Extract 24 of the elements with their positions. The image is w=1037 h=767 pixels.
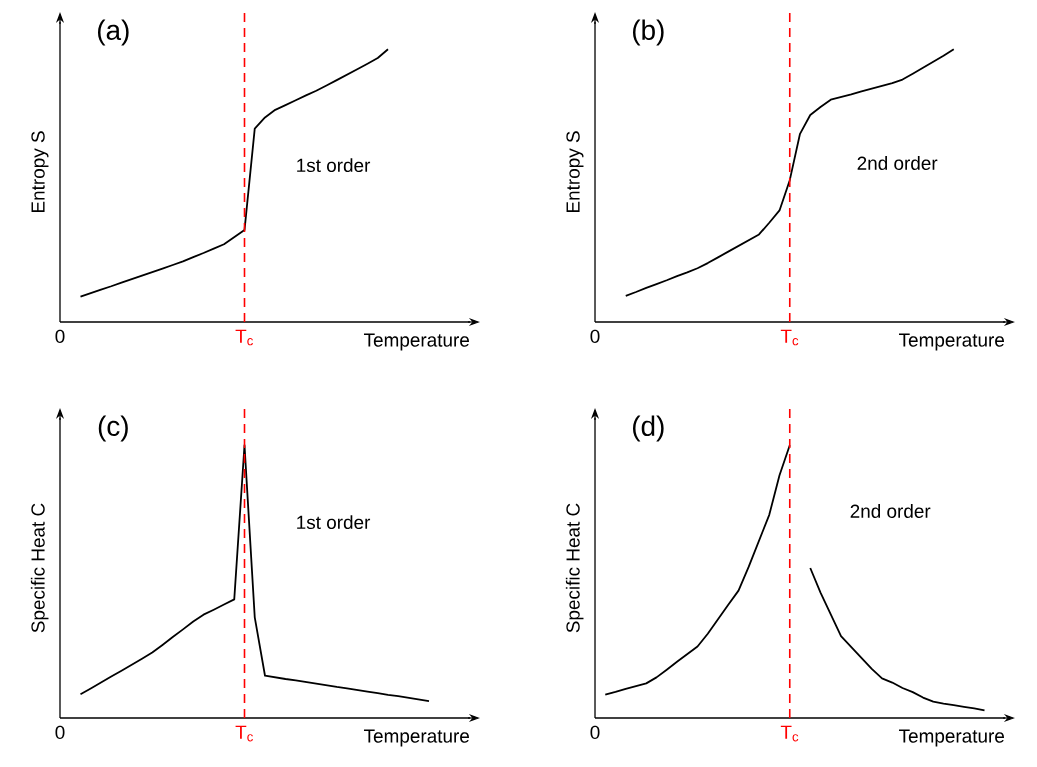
annotation: 2nd order (857, 156, 938, 170)
y-axis-title: Specific Heat C (565, 503, 584, 633)
y-axis-title: Entropy S (566, 131, 584, 213)
y-axis-title: Entropy S (31, 131, 49, 213)
annotation: 1st order (297, 158, 371, 173)
chart-title: (c) (98, 415, 128, 442)
x-tick-label: T$_{c}$ (780, 725, 799, 742)
x-tick-label: T$_{c}$ (235, 329, 253, 346)
x-tick-label: 0 (55, 725, 65, 740)
x-axis-title: Temperature (899, 729, 1005, 747)
x-axis-title: Temperature (899, 333, 1005, 351)
annotation: 2nd order (850, 504, 931, 518)
chart-title: (d) (633, 415, 664, 442)
x-tick-label: T$_{c}$ (780, 329, 799, 346)
chart-title: (b) (633, 19, 664, 46)
chart-title: (a) (97, 19, 129, 46)
x-tick-label: 0 (590, 329, 600, 344)
x-tick-label: T$_{c}$ (235, 725, 253, 742)
annotation: 1st order (297, 515, 371, 530)
y-axis-title: Specific Heat C (30, 503, 49, 633)
x-axis-title: Temperature (363, 729, 469, 747)
x-tick-label: 0 (590, 725, 600, 740)
x-tick-label: 0 (55, 329, 65, 344)
x-axis-title: Temperature (363, 333, 469, 351)
